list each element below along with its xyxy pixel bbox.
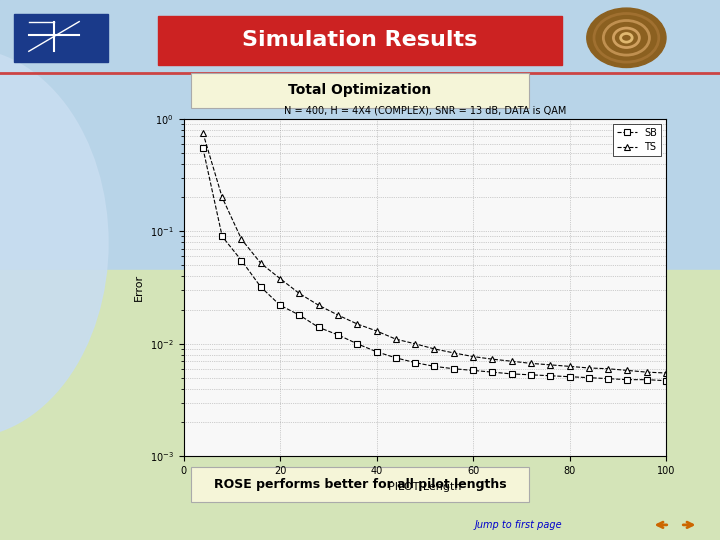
Title: N = 400, H = 4X4 (COMPLEX), SNR = 13 dB, DATA is QAM: N = 400, H = 4X4 (COMPLEX), SNR = 13 dB,… xyxy=(284,105,566,115)
TS xyxy=(256,260,265,266)
SB xyxy=(449,366,458,372)
Bar xyxy=(0,270,720,540)
Line: SB: SB xyxy=(200,145,669,383)
Text: Simulation Results: Simulation Results xyxy=(243,30,477,51)
Y-axis label: Error: Error xyxy=(135,274,144,301)
TS xyxy=(623,367,631,374)
TS xyxy=(315,302,323,308)
Circle shape xyxy=(587,8,666,68)
TS xyxy=(353,321,361,327)
TS xyxy=(488,356,497,362)
SB xyxy=(430,363,438,369)
TS xyxy=(372,328,381,334)
TS xyxy=(526,360,535,367)
Text: Jump to first page: Jump to first page xyxy=(474,520,562,530)
TS xyxy=(642,369,651,375)
TS xyxy=(199,130,207,136)
SB xyxy=(469,367,477,374)
SB xyxy=(623,376,631,383)
Bar xyxy=(158,16,562,65)
TS xyxy=(662,370,670,376)
TS xyxy=(411,341,420,347)
TS xyxy=(469,353,477,360)
SB xyxy=(237,257,246,264)
TS xyxy=(333,312,342,318)
Text: ROSE performs better for all pilot lengths: ROSE performs better for all pilot lengt… xyxy=(214,478,506,491)
Legend: SB, TS: SB, TS xyxy=(613,124,661,156)
SB xyxy=(488,369,497,375)
SB xyxy=(295,312,304,318)
TS xyxy=(604,366,613,372)
SB xyxy=(392,355,400,361)
SB xyxy=(662,377,670,384)
SB xyxy=(256,284,265,290)
Bar xyxy=(0,0,720,270)
SB xyxy=(526,372,535,378)
SB xyxy=(604,375,613,382)
SB xyxy=(642,376,651,383)
SB xyxy=(276,302,284,308)
Bar xyxy=(14,14,108,62)
SB xyxy=(372,348,381,355)
Text: Total Optimization: Total Optimization xyxy=(289,83,431,97)
TS xyxy=(585,364,593,371)
TS xyxy=(546,362,554,368)
SB xyxy=(565,374,574,380)
SB xyxy=(508,370,516,377)
TS xyxy=(565,363,574,369)
Line: TS: TS xyxy=(200,130,669,376)
SB xyxy=(199,145,207,151)
TS xyxy=(392,336,400,342)
SB xyxy=(411,360,420,366)
SB xyxy=(585,374,593,381)
TS xyxy=(508,358,516,365)
SB xyxy=(546,373,554,379)
FancyBboxPatch shape xyxy=(191,467,529,502)
SB xyxy=(333,332,342,338)
TS xyxy=(218,194,227,201)
SB xyxy=(315,324,323,330)
TS xyxy=(295,291,304,297)
FancyBboxPatch shape xyxy=(191,73,529,108)
Ellipse shape xyxy=(0,49,108,437)
TS xyxy=(449,350,458,356)
TS xyxy=(237,236,246,242)
SB xyxy=(353,341,361,347)
X-axis label: PILOT Length: PILOT Length xyxy=(388,482,462,491)
SB xyxy=(218,233,227,240)
TS xyxy=(276,275,284,282)
TS xyxy=(430,346,438,352)
